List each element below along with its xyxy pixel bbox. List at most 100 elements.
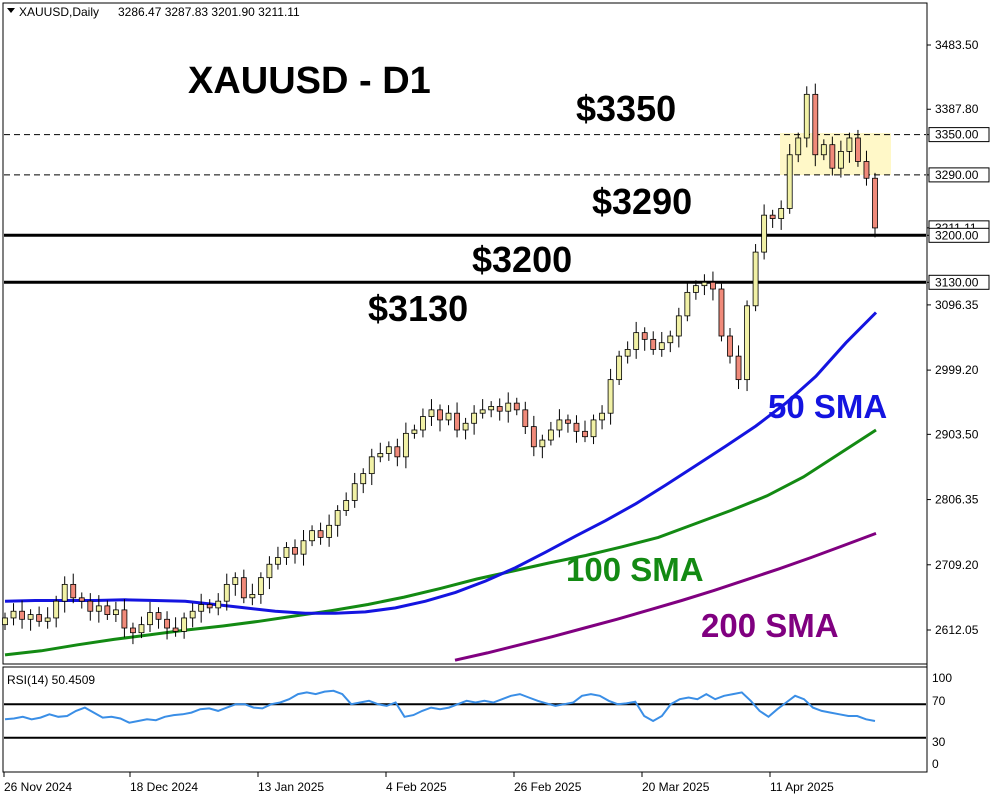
- candle[interactable]: [112, 601, 119, 622]
- candle[interactable]: [189, 603, 196, 628]
- candle[interactable]: [607, 368, 614, 425]
- candle[interactable]: [786, 144, 793, 214]
- candle[interactable]: [215, 593, 222, 616]
- candle[interactable]: [104, 600, 111, 620]
- candle[interactable]: [803, 86, 810, 148]
- candle[interactable]: [616, 350, 623, 386]
- candle[interactable]: [556, 409, 563, 438]
- candle[interactable]: [2, 612, 8, 631]
- candle[interactable]: [232, 572, 239, 596]
- candle[interactable]: [454, 402, 460, 438]
- candle[interactable]: [402, 422, 409, 469]
- candle[interactable]: [633, 321, 640, 359]
- candle[interactable]: [138, 616, 145, 639]
- candle[interactable]: [385, 441, 392, 461]
- candle[interactable]: [675, 307, 682, 348]
- candle[interactable]: [863, 150, 870, 186]
- candle[interactable]: [206, 599, 213, 614]
- candle[interactable]: [667, 330, 674, 353]
- candle[interactable]: [223, 573, 230, 611]
- candle[interactable]: [377, 442, 384, 463]
- candle[interactable]: [710, 271, 716, 301]
- candle[interactable]: [445, 405, 452, 426]
- candle[interactable]: [155, 607, 162, 629]
- candle[interactable]: [334, 505, 341, 537]
- candle[interactable]: [718, 283, 725, 342]
- candle[interactable]: [701, 274, 708, 296]
- candle[interactable]: [360, 468, 367, 494]
- candle[interactable]: [462, 417, 469, 440]
- candle[interactable]: [471, 405, 478, 435]
- candle[interactable]: [855, 129, 861, 167]
- candle[interactable]: [181, 612, 188, 639]
- candle[interactable]: [420, 408, 426, 438]
- candle[interactable]: [53, 595, 60, 628]
- candle[interactable]: [539, 434, 546, 459]
- candle[interactable]: [283, 542, 290, 565]
- candle[interactable]: [317, 522, 324, 545]
- candle[interactable]: [249, 583, 256, 606]
- candle[interactable]: [198, 593, 205, 623]
- candle[interactable]: [565, 414, 571, 433]
- candle[interactable]: [820, 139, 827, 161]
- candle[interactable]: [257, 572, 264, 604]
- candle[interactable]: [624, 341, 631, 364]
- sma50-line[interactable]: [4, 311, 878, 615]
- candle[interactable]: [846, 132, 853, 163]
- candle[interactable]: [121, 599, 128, 638]
- candle[interactable]: [147, 601, 153, 633]
- candle[interactable]: [582, 420, 588, 443]
- candle[interactable]: [829, 136, 836, 176]
- candle[interactable]: [27, 609, 34, 631]
- candle[interactable]: [326, 514, 333, 547]
- candle[interactable]: [78, 592, 85, 609]
- candle[interactable]: [164, 611, 170, 640]
- candle[interactable]: [837, 140, 844, 178]
- candle[interactable]: [795, 132, 802, 163]
- candle[interactable]: [437, 404, 443, 432]
- candle[interactable]: [275, 546, 281, 570]
- candle[interactable]: [658, 331, 665, 357]
- candle[interactable]: [761, 204, 768, 260]
- candle[interactable]: [641, 327, 648, 351]
- candle[interactable]: [684, 281, 691, 322]
- candle[interactable]: [727, 327, 733, 364]
- candle[interactable]: [309, 525, 315, 547]
- candle[interactable]: [522, 401, 529, 435]
- candle[interactable]: [513, 397, 520, 416]
- sma100-line[interactable]: [4, 428, 877, 657]
- candle[interactable]: [547, 421, 554, 446]
- candle[interactable]: [19, 600, 25, 629]
- candle[interactable]: [769, 209, 776, 228]
- candle[interactable]: [488, 401, 495, 418]
- candle[interactable]: [650, 331, 657, 355]
- sma200-line[interactable]: [454, 531, 877, 662]
- candle[interactable]: [172, 617, 179, 637]
- candle[interactable]: [692, 280, 699, 300]
- candle[interactable]: [735, 345, 742, 390]
- candle[interactable]: [266, 556, 273, 590]
- candle[interactable]: [95, 595, 102, 623]
- candle[interactable]: [10, 603, 17, 626]
- candle[interactable]: [368, 448, 375, 486]
- candle[interactable]: [599, 405, 605, 430]
- candle[interactable]: [590, 414, 597, 445]
- candle[interactable]: [812, 83, 819, 167]
- candle[interactable]: [752, 244, 759, 312]
- candle[interactable]: [530, 415, 537, 457]
- candle[interactable]: [70, 573, 77, 604]
- candle[interactable]: [61, 576, 68, 613]
- candle[interactable]: [394, 438, 401, 467]
- candle[interactable]: [351, 472, 358, 508]
- candle[interactable]: [479, 399, 486, 419]
- candle[interactable]: [411, 424, 418, 439]
- candle[interactable]: [87, 593, 94, 621]
- candle[interactable]: [428, 399, 435, 426]
- candle[interactable]: [36, 606, 43, 627]
- candle[interactable]: [744, 300, 750, 392]
- candle[interactable]: [300, 530, 307, 566]
- candle[interactable]: [505, 392, 512, 423]
- candle[interactable]: [44, 607, 51, 629]
- candle[interactable]: [778, 200, 785, 230]
